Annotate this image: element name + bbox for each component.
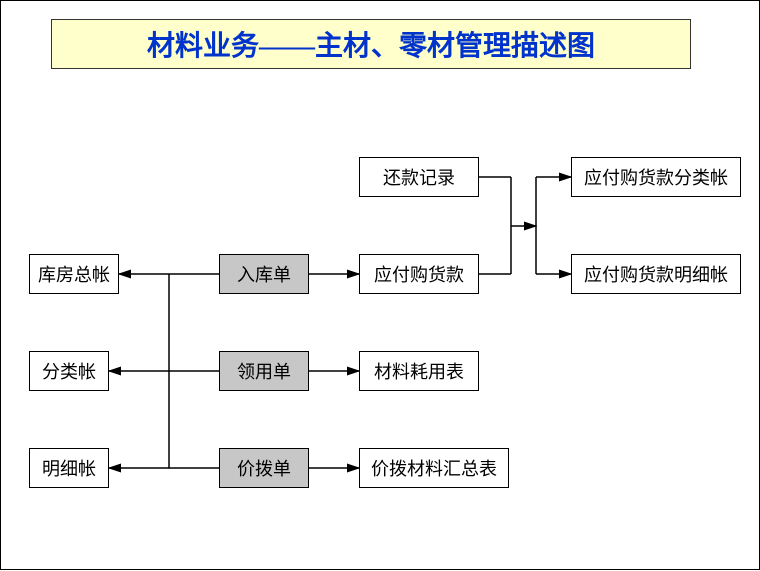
node-label: 入库单 [237, 261, 291, 287]
node-yfmx: 应付购货款明细帐 [571, 254, 741, 294]
node-label: 领用单 [237, 358, 291, 384]
node-mingxi: 明细帐 [29, 448, 109, 488]
node-fenlei: 分类帐 [29, 351, 109, 391]
node-cailiao: 材料耗用表 [359, 351, 479, 391]
node-label: 材料耗用表 [374, 358, 464, 384]
node-jiabohz: 价拨材料汇总表 [359, 448, 509, 488]
edge [169, 371, 219, 468]
node-jiabo: 价拨单 [219, 448, 309, 488]
node-label: 还款记录 [383, 164, 455, 190]
edge [169, 274, 219, 371]
node-lingyong: 领用单 [219, 351, 309, 391]
node-label: 价拨单 [237, 455, 291, 481]
node-label: 价拨材料汇总表 [371, 455, 497, 481]
node-ruku: 入库单 [219, 254, 309, 294]
node-label: 明细帐 [42, 455, 96, 481]
node-huankuan: 还款记录 [359, 157, 479, 197]
node-kufang: 库房总帐 [29, 254, 119, 294]
node-label: 应付购货款分类帐 [584, 164, 728, 190]
node-yffl: 应付购货款分类帐 [571, 157, 741, 197]
node-label: 库房总帐 [38, 261, 110, 287]
page-title-text: 材料业务——主材、零材管理描述图 [147, 24, 595, 64]
node-label: 应付购货款 [374, 261, 464, 287]
node-label: 分类帐 [42, 358, 96, 384]
node-label: 应付购货款明细帐 [584, 261, 728, 287]
node-yingfu: 应付购货款 [359, 254, 479, 294]
page-title: 材料业务——主材、零材管理描述图 [51, 19, 691, 69]
